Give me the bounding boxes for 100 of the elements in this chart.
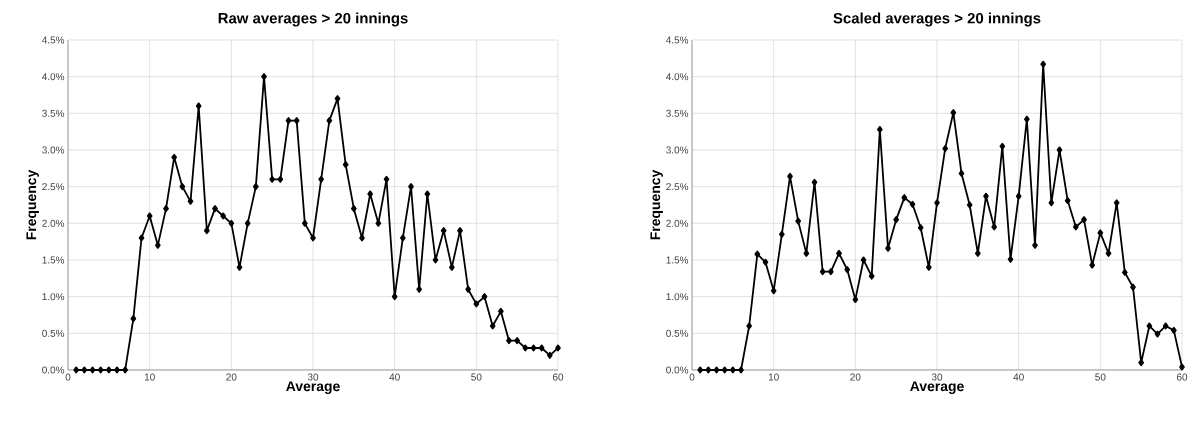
point — [926, 263, 932, 271]
point — [359, 234, 365, 242]
point — [958, 169, 965, 177]
y-tick-label: 1.5% — [666, 256, 689, 264]
point — [506, 337, 512, 345]
point — [1040, 60, 1047, 68]
point — [114, 366, 120, 374]
point — [465, 285, 472, 293]
y-tick-label: 3.0% — [666, 146, 689, 154]
y-tick-label: 3.0% — [42, 146, 65, 154]
y-tick-label: 4.0% — [42, 73, 65, 81]
point — [828, 268, 834, 276]
point — [391, 293, 398, 301]
y-tick-label: 2.0% — [666, 219, 689, 227]
x-tick-label: 20 — [226, 373, 237, 381]
point — [498, 307, 504, 315]
point — [424, 190, 431, 198]
y-axis-title: Frequency — [650, 169, 663, 240]
point — [261, 73, 267, 81]
point — [171, 153, 178, 161]
point — [81, 366, 88, 374]
y-tick-label: 1.5% — [42, 256, 65, 264]
x-axis-title: Average — [910, 381, 964, 394]
point — [1138, 359, 1145, 367]
point — [1154, 330, 1161, 338]
point — [975, 249, 981, 257]
point — [302, 219, 308, 227]
point — [852, 296, 859, 304]
y-tick-label: 0.5% — [42, 329, 65, 337]
point — [179, 183, 186, 191]
point — [1097, 229, 1104, 237]
x-tick-label: 10 — [768, 373, 779, 381]
point — [770, 287, 777, 295]
point — [795, 217, 802, 225]
point — [481, 293, 488, 301]
point — [762, 258, 769, 266]
point — [1171, 326, 1177, 334]
point — [555, 344, 561, 352]
point — [950, 109, 957, 117]
point — [449, 263, 455, 271]
point — [244, 219, 251, 227]
point — [860, 256, 867, 264]
point — [1162, 322, 1169, 330]
y-tick-label: 0.5% — [666, 329, 689, 337]
point — [746, 322, 753, 330]
point — [187, 197, 194, 205]
point — [1056, 146, 1063, 154]
point — [819, 268, 826, 276]
point — [738, 366, 744, 374]
point — [868, 272, 875, 280]
point — [146, 212, 153, 220]
y-tick-label: 1.0% — [42, 293, 65, 301]
y-tick-label: 2.5% — [42, 183, 65, 191]
point — [342, 161, 349, 169]
point — [122, 366, 129, 374]
point — [909, 200, 916, 208]
point — [236, 263, 243, 271]
y-tick-label: 4.5% — [666, 36, 689, 44]
x-tick-label: 60 — [552, 373, 564, 381]
point — [310, 234, 316, 242]
x-tick-label: 0 — [689, 373, 695, 381]
point — [220, 212, 227, 220]
point — [966, 201, 973, 209]
point — [1007, 255, 1014, 263]
point — [318, 175, 325, 183]
x-tick-label: 10 — [144, 373, 155, 381]
point — [375, 219, 382, 227]
x-tick-label: 30 — [307, 373, 319, 381]
point — [89, 366, 96, 374]
point — [1179, 363, 1185, 371]
point — [1113, 199, 1120, 207]
point — [836, 249, 842, 257]
y-tick-label: 2.0% — [42, 219, 65, 227]
point — [334, 95, 341, 103]
point — [367, 190, 374, 198]
point — [457, 227, 463, 235]
point — [253, 183, 259, 191]
point — [106, 366, 112, 374]
point — [1015, 192, 1022, 200]
point — [803, 249, 810, 257]
y-tick-label: 4.5% — [42, 36, 65, 44]
point — [138, 234, 145, 242]
y-tick-label: 0.0% — [666, 366, 689, 374]
point — [277, 175, 284, 183]
x-tick-label: 40 — [1013, 373, 1024, 381]
x-tick-label: 20 — [850, 373, 861, 381]
point — [721, 366, 728, 374]
point — [893, 216, 900, 224]
point — [538, 344, 545, 352]
point — [416, 285, 423, 293]
point — [917, 224, 924, 232]
point — [228, 219, 235, 227]
point — [1032, 241, 1038, 249]
x-tick-label: 50 — [1095, 373, 1106, 381]
point — [1146, 322, 1153, 330]
point — [530, 344, 537, 352]
point — [547, 351, 553, 359]
x-tick-label: 0 — [65, 373, 71, 381]
point — [942, 145, 949, 153]
point — [991, 223, 998, 231]
